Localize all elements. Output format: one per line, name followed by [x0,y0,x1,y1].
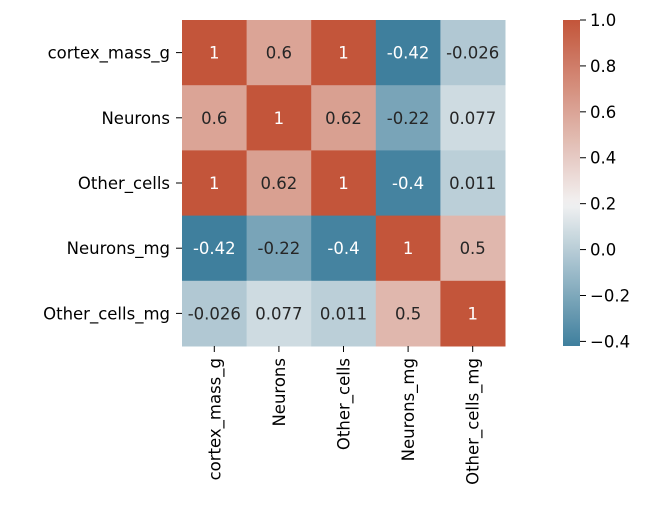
cell-value-label: 0.6 [201,109,227,128]
y-tick-label: Neurons [101,109,170,128]
heatmap-cell [246,20,312,86]
heatmap-cell [246,150,312,217]
cell-value-label: 1 [274,109,285,128]
cell-value-label: -0.42 [387,44,430,63]
cell-value-label: 0.011 [320,304,367,323]
cell-value-label: -0.026 [446,44,499,63]
x-tick-label: Neurons [270,358,289,427]
heatmap-cell [311,150,377,217]
heatmap-cell [246,280,312,347]
cell-value-label: -0.42 [193,239,236,258]
y-tick-label: cortex_mass_g [48,44,170,64]
colorbar-tick-label: 0.8 [590,57,616,76]
heatmap-cell [440,280,506,347]
x-tick-label: Neurons_mg [399,358,419,461]
x-tick-label: cortex_mass_g [205,358,225,480]
colorbar-gradient [563,20,580,346]
cell-value-label: -0.4 [327,239,359,258]
heatmap-cell [182,215,248,282]
x-tick-label: Other_cells [335,358,355,450]
heatmap-cell [246,85,312,151]
heatmap-cell [375,150,441,217]
heatmap-cell [375,85,441,151]
heatmap-cells [182,20,506,347]
colorbar-tick-label: 0.2 [590,195,616,214]
y-tick-labels: cortex_mass_g Neurons Other_cells Neurons_m… [43,44,182,324]
heatmap-cell [182,20,248,86]
cell-value-label: -0.026 [188,304,241,323]
heatmap-cell [440,150,506,217]
cell-value-label: 1 [209,174,220,193]
cell-value-label: -0.22 [258,239,301,258]
y-tick-label: Other_cells [78,174,170,194]
heatmap-cell [182,85,248,151]
y-tick-label: Neurons_mg [67,239,170,259]
heatmap-cell [440,215,506,282]
cell-value-labels: 1 0.6 1 -0.42 -0.026 0.6 1 0.62 -0.22 0.077 1 0.62 1… [188,44,500,324]
cell-value-label: 1 [209,44,220,63]
cell-value-label: 1 [467,304,478,323]
heatmap-cell [440,20,506,86]
heatmap-cell [311,215,377,282]
cell-value-label: 0.5 [395,304,421,323]
y-tick-label: Other_cells_mg [43,304,170,324]
cell-value-label: 0.077 [449,109,496,128]
heatmap-cell [375,280,441,347]
cell-value-label: 0.011 [449,174,496,193]
heatmap-cell [311,280,377,347]
heatmap-cell [311,20,377,86]
x-tick-label: Other_cells_mg [464,358,484,485]
cell-value-label: 1 [338,174,349,193]
colorbar-tick-label: −0.2 [590,286,630,305]
heatmap-cell [375,20,441,86]
cell-value-label: 0.62 [261,174,298,193]
cell-value-label: 0.62 [325,109,362,128]
cell-value-label: 0.6 [266,44,292,63]
heatmap-cell [182,280,248,347]
heatmap-cell [182,150,248,217]
cell-value-label: 1 [403,239,414,258]
x-tick-labels: cortex_mass_g Neurons Other_cells Neurons_m… [205,346,484,485]
colorbar-tick-label: 1.0 [590,11,616,30]
heatmap-cell [311,85,377,151]
heatmap-cell [440,85,506,151]
cell-value-label: 0.077 [255,304,302,323]
cell-value-label: -0.4 [392,174,424,193]
cell-value-label: 0.5 [460,239,486,258]
colorbar-tick-label: 0.4 [590,149,616,168]
cell-value-label: 1 [338,44,349,63]
colorbar-tick-label: 0.6 [590,103,616,122]
cell-value-label: -0.22 [387,109,430,128]
heatmap-cell [246,215,312,282]
colorbar: 1.0 0.8 0.6 0.4 0.2 0.0 −0.2 −0.4 [563,11,630,351]
heatmap-cell [375,215,441,282]
colorbar-tick-label: 0.0 [590,241,616,260]
colorbar-tick-label: −0.4 [590,332,630,351]
